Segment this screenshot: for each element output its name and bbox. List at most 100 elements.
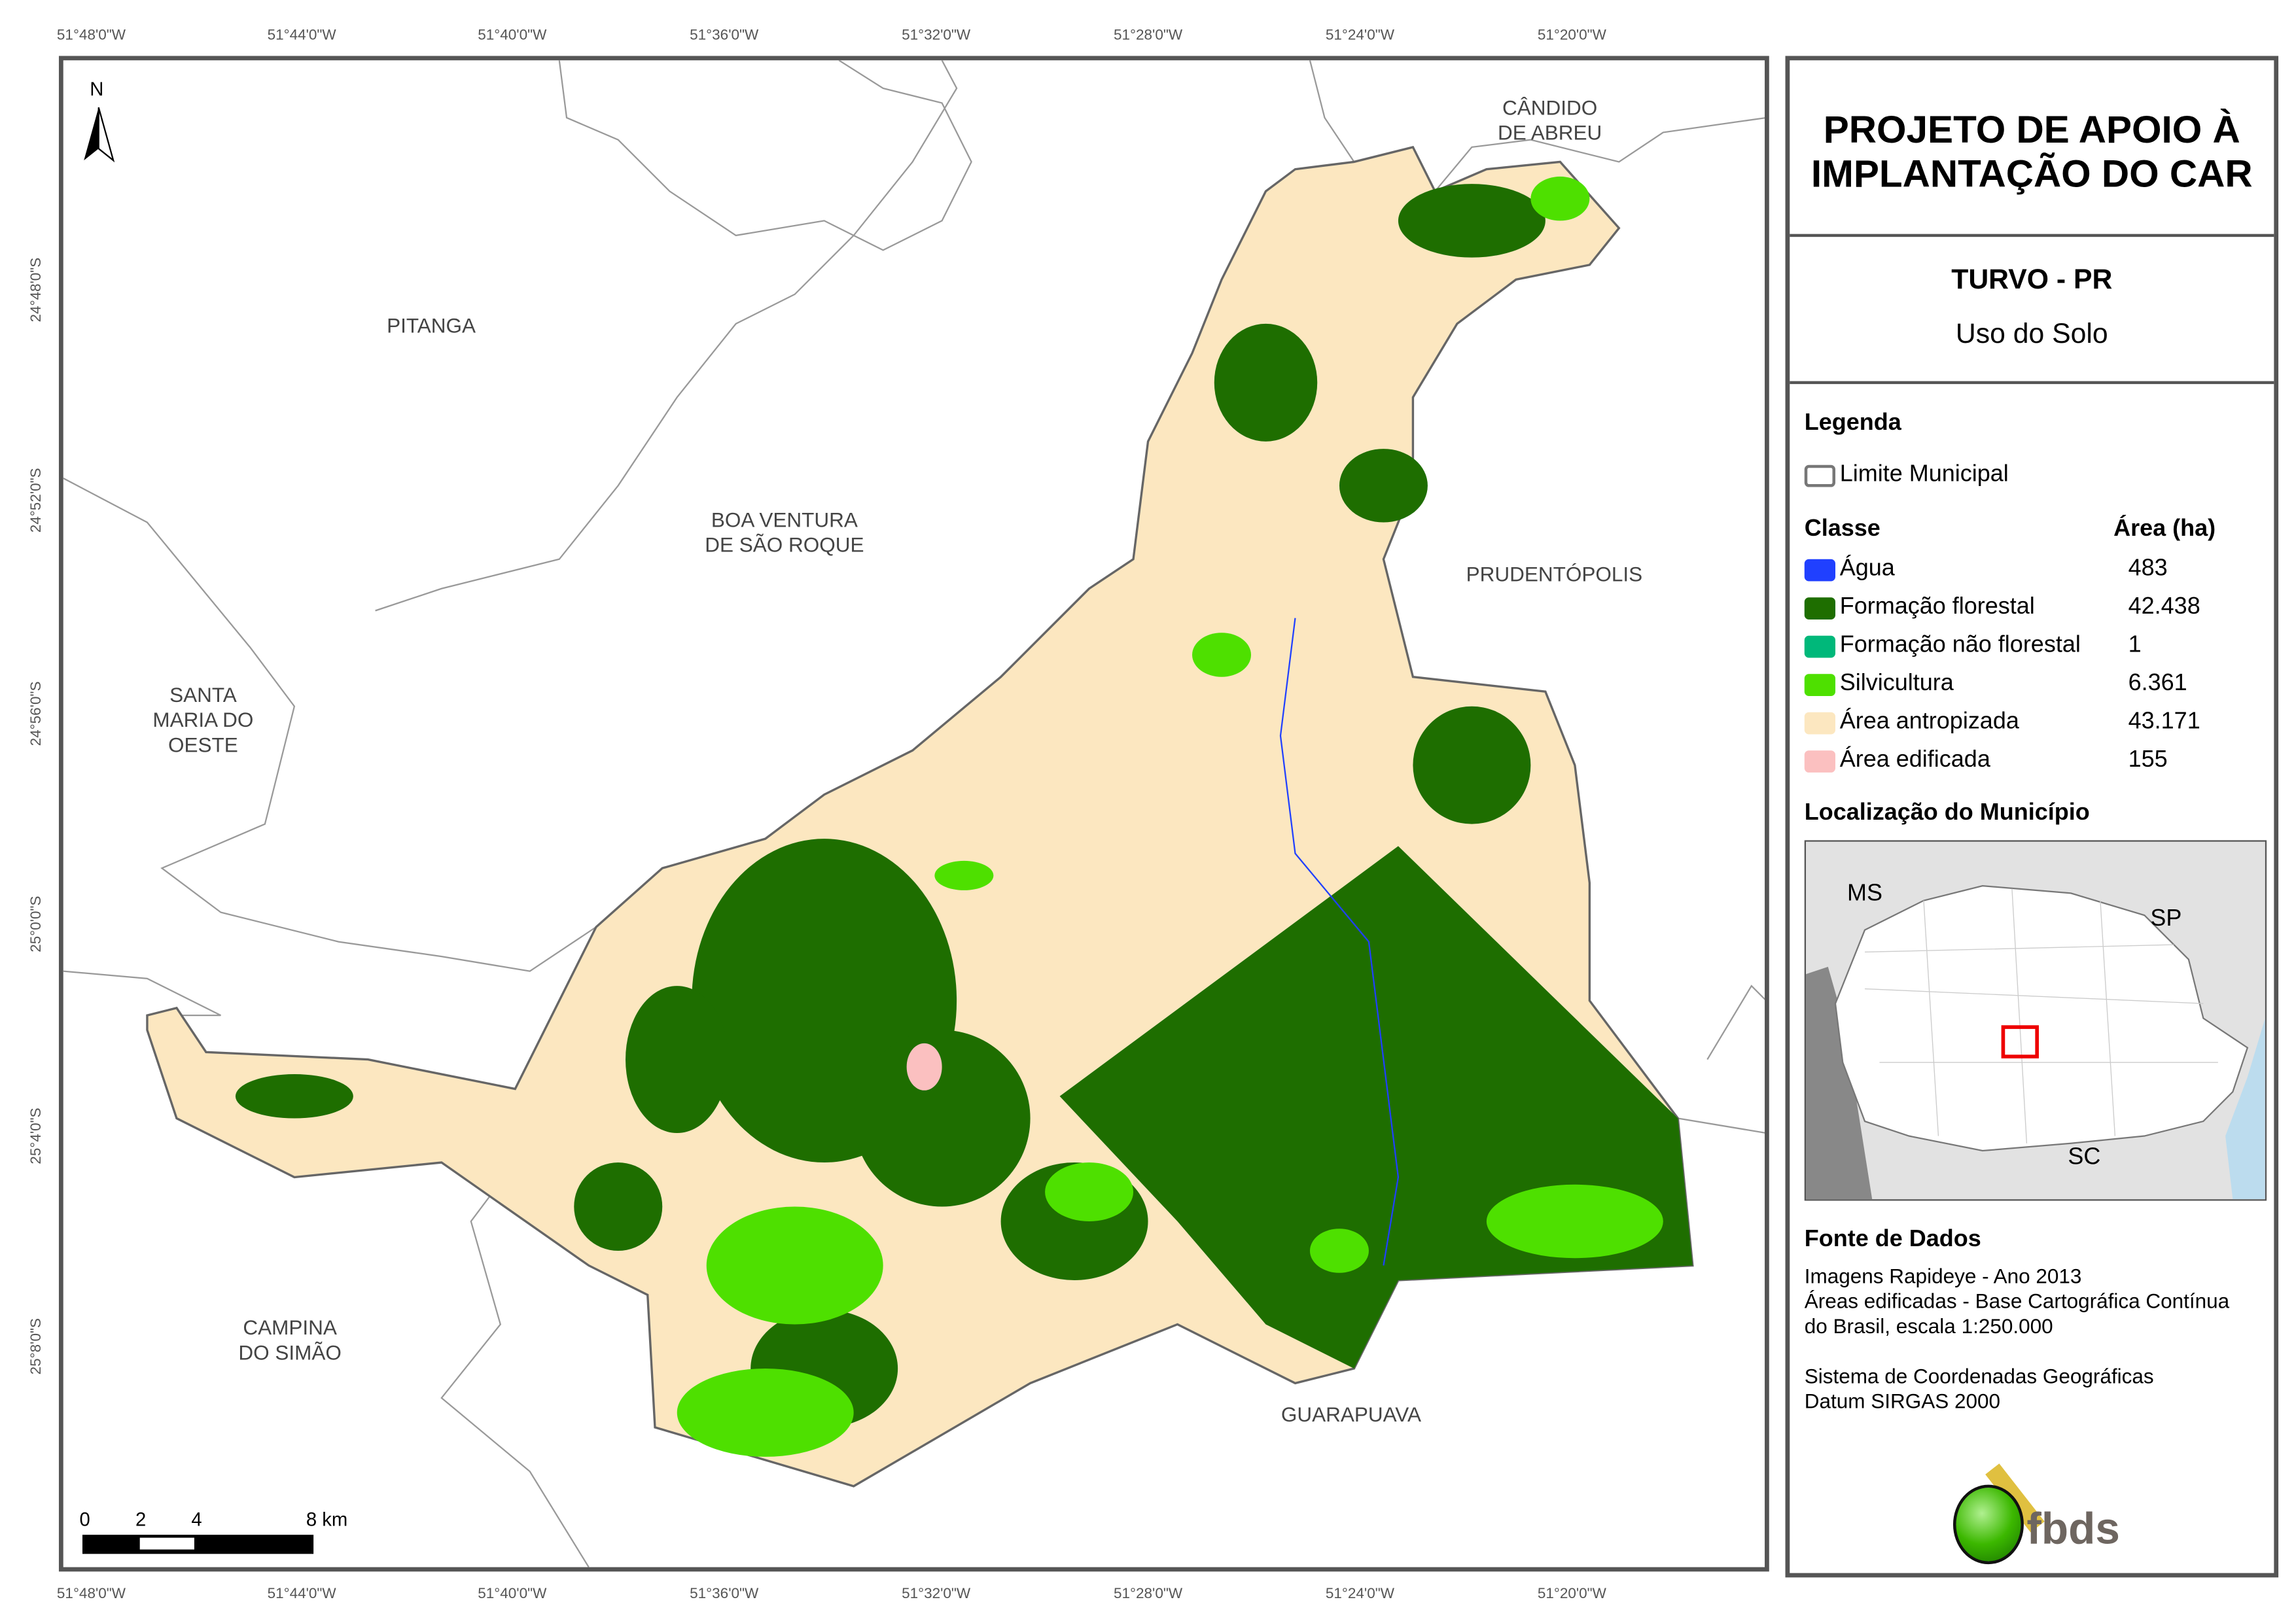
scale-label: 2 bbox=[135, 1508, 147, 1531]
crs-text: Sistema de Coordenadas Geográficas Datum… bbox=[1804, 1364, 2154, 1413]
class-area: 155 bbox=[2128, 747, 2168, 773]
class-area: 42.438 bbox=[2128, 594, 2200, 620]
place-label: CAMPINA DO SIMÃO bbox=[238, 1315, 342, 1365]
class-swatch bbox=[1804, 750, 1836, 772]
land-use-map bbox=[63, 60, 1765, 1567]
location-heading: Localização do Município bbox=[1804, 800, 2090, 826]
lon-label: 51°24'0"W bbox=[1325, 27, 1394, 44]
class-label: Formação florestal bbox=[1839, 594, 2035, 620]
place-label: CÂNDIDO DE ABREU bbox=[1497, 96, 1602, 145]
boundary-line bbox=[1706, 985, 1765, 1060]
built-area bbox=[906, 1043, 942, 1091]
place-label: PRUDENTÓPOLIS bbox=[1466, 562, 1643, 586]
silviculture-patch bbox=[1486, 1184, 1663, 1259]
lon-label: 51°44'0"W bbox=[267, 27, 336, 44]
lon-label: 51°20'0"W bbox=[1537, 27, 1606, 44]
class-swatch bbox=[1804, 673, 1836, 695]
forest-patch bbox=[574, 1162, 663, 1251]
boundary-swatch bbox=[1804, 464, 1836, 487]
lon-label: 51°32'0"W bbox=[902, 1586, 971, 1603]
silviculture-patch bbox=[1530, 176, 1590, 221]
lon-label: 51°48'0"W bbox=[56, 27, 126, 44]
legend-item: Formação florestal 42.438 bbox=[1804, 593, 2200, 623]
municipality-locator bbox=[2001, 1025, 2039, 1058]
class-label: Água bbox=[1839, 556, 1895, 582]
class-swatch bbox=[1804, 597, 1836, 619]
lon-label: 51°40'0"W bbox=[478, 27, 547, 44]
boundary-line bbox=[558, 60, 972, 251]
class-label: Área edificada bbox=[1839, 747, 1990, 773]
place-label: BOA VENTURA DE SÃO ROQUE bbox=[705, 508, 864, 557]
lat-label: 25°8'0"S bbox=[28, 1318, 45, 1375]
river bbox=[1279, 618, 1400, 1266]
sources-text: Imagens Rapideye - Ano 2013 Áreas edific… bbox=[1804, 1264, 2230, 1338]
class-swatch bbox=[1804, 635, 1836, 657]
inset-label: MS bbox=[1846, 881, 1882, 907]
forest-patch bbox=[235, 1074, 353, 1119]
lat-label: 24°48'0"S bbox=[28, 257, 45, 323]
municipality-name: TURVO - PR bbox=[1951, 264, 2113, 296]
place-label: GUARAPUAVA bbox=[1280, 1402, 1421, 1426]
boundary-line bbox=[63, 478, 597, 972]
class-label: Formação não florestal bbox=[1839, 633, 2081, 658]
forest-patch bbox=[625, 986, 729, 1134]
legend-item: Formação não florestal 1 bbox=[1804, 631, 2142, 661]
fbds-logo: fbds bbox=[1944, 1444, 2135, 1565]
legend-item: Silvicultura 6.361 bbox=[1804, 669, 2187, 699]
silviculture-patches bbox=[677, 176, 1663, 1457]
class-area: 43.171 bbox=[2128, 709, 2200, 735]
neighbor-state-ms bbox=[1806, 966, 1873, 1200]
place-label: PITANGA bbox=[387, 313, 476, 338]
scale-label: 0 bbox=[79, 1508, 90, 1531]
lon-label: 51°48'0"W bbox=[56, 1586, 126, 1603]
north-arrow: N bbox=[78, 78, 122, 166]
boundary-line bbox=[1309, 60, 1355, 163]
lat-label: 24°56'0"S bbox=[28, 681, 45, 746]
class-label: Área antropizada bbox=[1839, 709, 2019, 735]
location-inset-map: MS SP SC bbox=[1804, 840, 2267, 1201]
legend-item: Área edificada 155 bbox=[1804, 746, 2168, 775]
legend-item: Área antropizada 43.171 bbox=[1804, 708, 2200, 737]
sources-heading: Fonte de Dados bbox=[1804, 1227, 1981, 1253]
north-label: N bbox=[90, 78, 104, 100]
boundary-line bbox=[440, 1162, 590, 1567]
class-swatch bbox=[1804, 711, 1836, 734]
class-swatch bbox=[1804, 558, 1836, 581]
logo-text: fbds bbox=[2026, 1505, 2120, 1554]
lat-label: 24°52'0"S bbox=[28, 468, 45, 533]
class-label: Silvicultura bbox=[1839, 671, 1954, 696]
boundary-line bbox=[1434, 117, 1765, 192]
scale-bar-graphic bbox=[82, 1535, 314, 1554]
silviculture-patch bbox=[1309, 1229, 1369, 1273]
inset-label: SP bbox=[2150, 906, 2182, 932]
place-label: SANTA MARIA DO OESTE bbox=[152, 682, 254, 757]
lon-label: 51°40'0"W bbox=[478, 1586, 547, 1603]
silviculture-patch bbox=[677, 1368, 854, 1457]
boundary-line bbox=[63, 970, 221, 1017]
scale-label: 4 bbox=[191, 1508, 202, 1531]
silviculture-patch bbox=[706, 1206, 883, 1325]
forest-patch bbox=[1339, 449, 1428, 523]
silviculture-patch bbox=[934, 860, 994, 890]
ocean bbox=[2225, 1018, 2265, 1200]
legend-label: Limite Municipal bbox=[1839, 462, 2009, 487]
class-area: 1 bbox=[2128, 633, 2142, 658]
boundary-line bbox=[375, 60, 958, 612]
legend-panel: PROJETO DE APOIO À IMPLANTAÇÃO DO CAR TU… bbox=[1785, 56, 2279, 1578]
legend-heading: Legenda bbox=[1804, 410, 1901, 436]
boundary-line bbox=[1678, 1117, 1765, 1134]
map-frame[interactable]: N 0 2 4 8 km bbox=[58, 56, 1769, 1572]
north-arrow-icon bbox=[84, 107, 115, 163]
scale-label: 8 km bbox=[306, 1508, 348, 1531]
class-header: Classe bbox=[1804, 516, 1881, 542]
lat-label: 25°4'0"S bbox=[28, 1108, 45, 1164]
inset-label: SC bbox=[2068, 1145, 2101, 1170]
lon-label: 51°36'0"W bbox=[690, 27, 759, 44]
class-area: 6.361 bbox=[2128, 671, 2187, 696]
parana-state bbox=[1834, 885, 2249, 1152]
lon-label: 51°32'0"W bbox=[902, 27, 971, 44]
silviculture-patch bbox=[1045, 1162, 1134, 1222]
forest-patch bbox=[1398, 184, 1545, 258]
lat-label: 25°0'0"S bbox=[28, 896, 45, 952]
class-area: 483 bbox=[2128, 556, 2168, 582]
